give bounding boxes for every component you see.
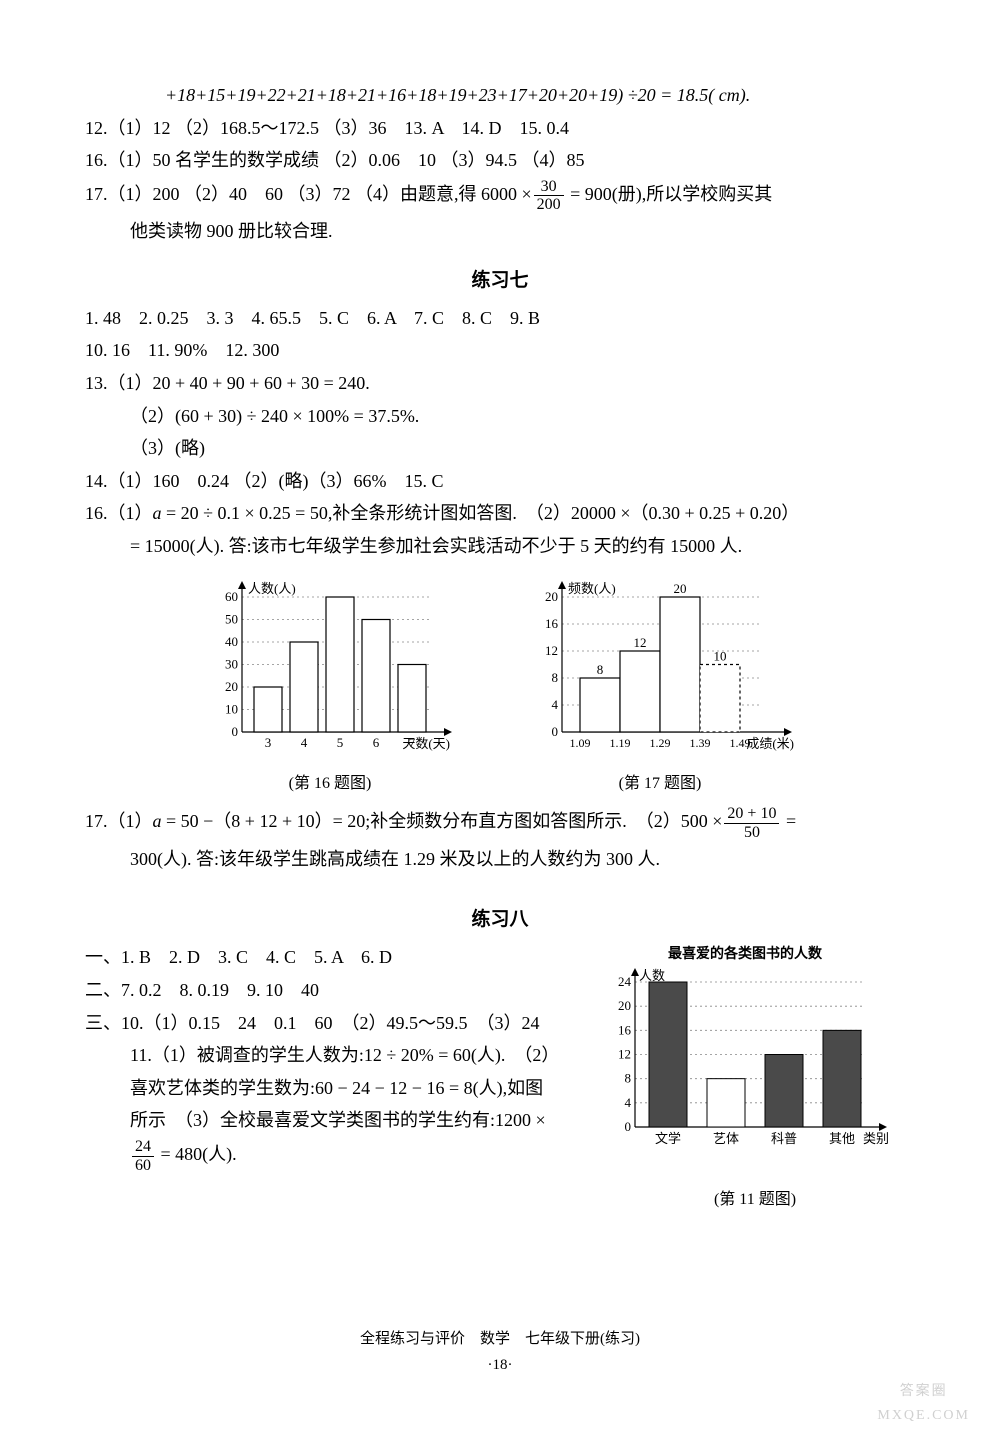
s8-l7: 2460 = 480(人). (85, 1138, 575, 1174)
s7-l8: = 15000(人). 答:该市七年级学生参加社会实践活动不少于 5 天的约有 … (85, 531, 915, 562)
svg-text:16: 16 (545, 616, 559, 631)
svg-text:20: 20 (545, 589, 558, 604)
s8-l6: 所示 （3）全校最喜爱文学类图书的学生约有:1200 × (85, 1105, 575, 1136)
svg-text:24: 24 (618, 974, 632, 989)
chart-11: 最喜爱的各类图书的人数 4 8 12 16 20 24 0 文学 艺体 科普 其他 人数类别 (第 11… (595, 942, 915, 1213)
top-line-1: +18+15+19+22+21+18+21+16+18+19+23+17+20+… (85, 80, 915, 111)
svg-text:1.19: 1.19 (610, 736, 631, 750)
svg-text:6: 6 (373, 735, 380, 750)
svg-text:12: 12 (618, 1047, 631, 1062)
svg-text:4: 4 (552, 697, 559, 712)
svg-text:4: 4 (301, 735, 308, 750)
s7-l9: 17.（1）a = 50 −（8 + 12 + 10）= 20;补全频数分布直方… (85, 805, 915, 841)
chart-11-caption: (第 11 题图) (595, 1186, 915, 1213)
top-line-4: 17.（1）200 （2）40 60 （3）72 （4）由题意,得 6000 ×… (85, 178, 915, 214)
svg-text:1.09: 1.09 (570, 736, 591, 750)
svg-text:天数(天): 天数(天) (402, 736, 450, 751)
s7-l4: （2）(60 + 30) ÷ 240 × 100% = 37.5%. (85, 401, 915, 432)
svg-text:文学: 文学 (655, 1131, 681, 1146)
s7-l1: 1. 48 2. 0.25 3. 3 4. 65.5 5. C 6. A 7. … (85, 303, 915, 334)
s7-l10: 300(人). 答:该年级学生跳高成绩在 1.29 米及以上的人数约为 300 … (85, 844, 915, 875)
svg-text:1.39: 1.39 (690, 736, 711, 750)
s8-l5: 喜欢艺体类的学生数为:60 − 24 − 12 − 16 = 8(人),如图 (85, 1073, 575, 1104)
s7-l2: 10. 16 11. 90% 12. 300 (85, 335, 915, 366)
top-line-3: 16.（1）50 名学生的数学成绩 （2）0.06 10 （3）94.5 （4）… (85, 145, 915, 176)
svg-text:成绩(米): 成绩(米) (746, 736, 794, 751)
s7-l7: 16.（1）a = 20 ÷ 0.1 × 0.25 = 50,补全条形统计图如答… (85, 498, 915, 529)
svg-text:1.29: 1.29 (650, 736, 671, 750)
top-line-2: 12.（1）12 （2）168.5～172.5 （3）36 13. A 14. … (85, 113, 915, 144)
svg-text:艺体: 艺体 (713, 1131, 739, 1146)
svg-text:40: 40 (225, 634, 238, 649)
s7-l6: 14.（1）160 0.24 （2）(略)（3）66% 15. C (85, 466, 915, 497)
svg-text:5: 5 (337, 735, 344, 750)
s8-l3: 三、10.（1）0.15 24 0.1 60 （2）49.5～59.5 （3）2… (85, 1008, 575, 1039)
svg-text:20: 20 (225, 679, 238, 694)
chart-16: 102030405060034567人数(人)天数(天) (第 16 题图) (200, 572, 460, 798)
svg-text:最喜爱的各类图书的人数: 最喜爱的各类图书的人数 (668, 945, 823, 962)
svg-text:人数: 人数 (639, 968, 665, 983)
section-8-two-col: 一、1. B 2. D 3. C 4. C 5. A 6. D 二、7. 0.2… (85, 942, 915, 1213)
chart-17-caption: (第 17 题图) (520, 770, 800, 797)
svg-text:0: 0 (232, 724, 239, 739)
svg-text:0: 0 (552, 724, 559, 739)
svg-text:50: 50 (225, 611, 238, 626)
svg-text:频数(人): 频数(人) (568, 581, 616, 596)
watermark: 答案圈 MXQE.COM (877, 1380, 970, 1428)
svg-text:20: 20 (674, 581, 687, 596)
s7-l3: 13.（1）20 + 40 + 90 + 60 + 30 = 240. (85, 368, 915, 399)
svg-text:60: 60 (225, 589, 238, 604)
svg-text:20: 20 (618, 999, 631, 1014)
svg-text:类别: 类别 (863, 1131, 889, 1146)
svg-text:16: 16 (618, 1023, 632, 1038)
svg-text:0: 0 (625, 1119, 632, 1134)
svg-text:3: 3 (265, 735, 272, 750)
section-7-title: 练习七 (85, 265, 915, 297)
svg-text:科普: 科普 (771, 1131, 797, 1146)
s8-l2: 二、7. 0.2 8. 0.19 9. 10 40 (85, 975, 575, 1006)
svg-text:12: 12 (634, 635, 647, 650)
s7-l5: （3）(略) (85, 433, 915, 464)
svg-text:人数(人): 人数(人) (248, 581, 296, 596)
s8-l4: 11.（1）被调查的学生人数为:12 ÷ 20% = 60(人). （2） (85, 1040, 575, 1071)
svg-text:8: 8 (597, 662, 604, 677)
chart-17: 4812162001.091.191.291.391.498122010频数(人… (520, 572, 800, 798)
svg-text:8: 8 (552, 670, 559, 685)
svg-text:8: 8 (625, 1071, 632, 1086)
svg-text:10: 10 (714, 648, 727, 663)
page-footer: 全程练习与评价 数学 七年级下册(练习) ·18· (0, 1327, 1000, 1378)
s8-l1: 一、1. B 2. D 3. C 4. C 5. A 6. D (85, 942, 575, 973)
svg-text:其他: 其他 (829, 1131, 855, 1146)
svg-text:12: 12 (545, 643, 558, 658)
chart-16-caption: (第 16 题图) (200, 770, 460, 797)
svg-text:4: 4 (625, 1095, 632, 1110)
section-8-title: 练习八 (85, 904, 915, 936)
charts-row: 102030405060034567人数(人)天数(天) (第 16 题图) 4… (85, 572, 915, 798)
top-line-5: 他类读物 900 册比较合理. (85, 216, 915, 247)
svg-text:30: 30 (225, 656, 238, 671)
svg-text:10: 10 (225, 701, 238, 716)
